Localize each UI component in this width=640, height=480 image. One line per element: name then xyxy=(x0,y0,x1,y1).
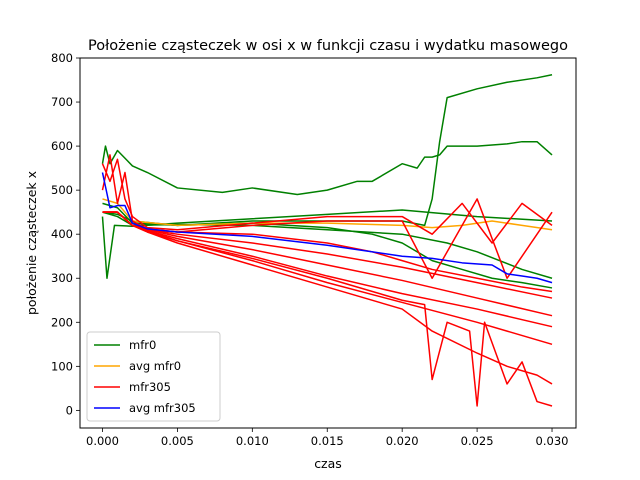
y-tick-label: 400 xyxy=(51,227,73,241)
y-axis-label: położenie cząsteczek x xyxy=(24,171,39,315)
series-line-mfr305-7 xyxy=(101,154,553,279)
plot-frame xyxy=(79,57,577,429)
x-tick-label: 0.025 xyxy=(461,434,494,448)
series-line-mfr305-6 xyxy=(101,158,553,244)
x-tick-label: 0.030 xyxy=(536,434,569,448)
x-tick-label: 0.005 xyxy=(161,434,194,448)
series-line-mfr0-2 xyxy=(101,209,553,279)
series-line-mfr0-4 xyxy=(102,211,553,279)
series-line-mfr305-14 xyxy=(102,211,553,407)
y-axis: 0 100 200 300 400 500 600 700 800 xyxy=(51,51,80,417)
x-axis: 0.000 0.005 0.010 0.015 0.020 0.025 0.030 xyxy=(86,428,568,448)
y-tick-label: 500 xyxy=(51,183,73,197)
y-tick-label: 200 xyxy=(51,315,73,329)
legend-label: avg mfr0 xyxy=(129,359,181,373)
y-tick-label: 700 xyxy=(51,95,73,109)
y-tick-label: 100 xyxy=(51,359,73,373)
x-tick-label: 0.015 xyxy=(311,434,344,448)
x-tick-label: 0.000 xyxy=(86,434,119,448)
x-tick-label: 0.010 xyxy=(236,434,269,448)
chart-title: Położenie cząsteczek w osi x w funkcji c… xyxy=(88,38,568,54)
x-tick-label: 0.020 xyxy=(386,434,419,448)
series-layer xyxy=(101,74,553,407)
series-line-avg-mfr305-15 xyxy=(101,172,553,284)
legend-label: avg mfr305 xyxy=(129,401,196,415)
series-line-mfr0-0 xyxy=(101,140,553,196)
y-tick-label: 800 xyxy=(51,51,73,65)
x-axis-label: czas xyxy=(314,456,342,471)
legend-label: mfr305 xyxy=(129,380,171,394)
y-tick-label: 0 xyxy=(66,403,73,417)
legend-label: mfr0 xyxy=(129,338,156,352)
y-tick-label: 600 xyxy=(51,139,73,153)
y-tick-label: 300 xyxy=(51,271,73,285)
legend-box xyxy=(86,331,221,422)
legend: mfr0 avg mfr0 mfr305 avg mfr305 xyxy=(86,331,221,422)
